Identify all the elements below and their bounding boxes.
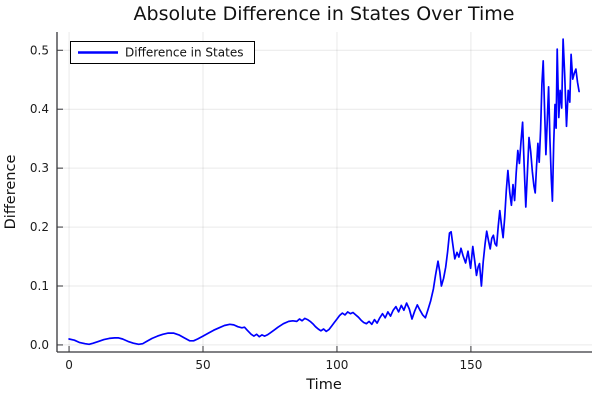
- y-tick-label: 0.4: [30, 102, 49, 116]
- x-axis-ticks: 0 50 100 150: [65, 346, 482, 372]
- y-tick-label: 0.3: [30, 161, 49, 175]
- y-tick-label: 0.2: [30, 220, 49, 234]
- y-axis-label: Difference: [3, 155, 19, 230]
- x-tick-label: 50: [195, 358, 210, 372]
- y-tick-label: 0.1: [30, 279, 49, 293]
- chart-title: Absolute Difference in States Over Time: [134, 3, 515, 25]
- x-tick-label: 100: [326, 358, 349, 372]
- x-axis-label: Time: [305, 377, 342, 393]
- y-axis-ticks: 0.0 0.1 0.2 0.3 0.4 0.5: [30, 43, 63, 352]
- grid-lines: [57, 32, 592, 352]
- x-tick-label: 150: [459, 358, 482, 372]
- difference-series-line: [68, 38, 580, 346]
- axes: [56, 32, 592, 353]
- legend-entry-label: Difference in States: [125, 46, 243, 60]
- y-tick-label: 0.0: [30, 338, 49, 352]
- legend-box: [70, 41, 255, 64]
- y-tick-label: 0.5: [30, 43, 49, 57]
- legend: Difference in States: [70, 41, 255, 64]
- x-tick-label: 0: [65, 358, 73, 372]
